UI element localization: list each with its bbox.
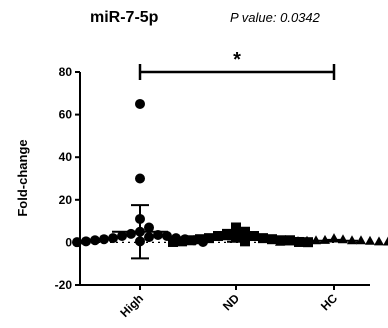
- data-point-nd: [213, 231, 223, 242]
- data-point-hc: [383, 236, 388, 246]
- significance-bracket: *: [138, 49, 336, 80]
- data-point-hc: [293, 236, 303, 246]
- data-point-high: [117, 231, 127, 242]
- y-tick-label: 0: [65, 235, 72, 249]
- y-axis: -20 0 20 40 60 80: [55, 65, 81, 292]
- x-axis: High ND HC: [80, 284, 370, 320]
- data-point-high: [144, 232, 154, 243]
- data-point-hc: [374, 236, 384, 246]
- p-value-label: P value: 0.0342: [230, 10, 321, 25]
- y-tick-label: 20: [59, 193, 73, 207]
- data-point-nd: [195, 234, 205, 245]
- data-point-hc: [275, 236, 285, 246]
- data-points: [72, 98, 388, 248]
- data-point-hc: [284, 236, 294, 246]
- data-point-high: [126, 228, 136, 239]
- data-point-nd: [249, 231, 259, 242]
- data-point-nd: [177, 236, 187, 247]
- data-point-nd: [168, 236, 178, 247]
- data-point-high: [144, 222, 154, 233]
- data-point-hc: [356, 235, 366, 245]
- error-bars: [112, 204, 358, 260]
- y-tick-label: 60: [59, 108, 73, 122]
- y-tick-label: 40: [59, 150, 73, 164]
- x-tick-label: ND: [220, 291, 242, 313]
- data-point-nd: [186, 235, 196, 246]
- y-tick-label: 80: [59, 65, 73, 79]
- data-point-high: [135, 98, 145, 109]
- x-tick-label: High: [117, 291, 146, 320]
- data-point-nd: [240, 226, 250, 237]
- data-point-nd: [258, 233, 268, 244]
- data-point-high: [81, 236, 91, 247]
- data-point-nd: [267, 234, 277, 245]
- data-point-high: [135, 173, 145, 184]
- significance-star: *: [233, 49, 241, 71]
- data-point-nd: [222, 228, 232, 239]
- data-point-high: [99, 234, 109, 245]
- y-tick-label: -20: [55, 278, 73, 292]
- data-point-nd: [231, 222, 241, 233]
- x-tick-label: HC: [318, 291, 340, 313]
- data-point-nd: [204, 233, 214, 244]
- data-point-hc: [365, 235, 375, 245]
- data-point-high: [90, 235, 100, 246]
- data-point-high: [108, 233, 118, 244]
- y-axis-label: Fold-change: [15, 139, 30, 216]
- data-point-hc: [302, 235, 312, 245]
- data-point-high: [72, 237, 82, 248]
- chart-title: miR-7-5p: [90, 9, 159, 26]
